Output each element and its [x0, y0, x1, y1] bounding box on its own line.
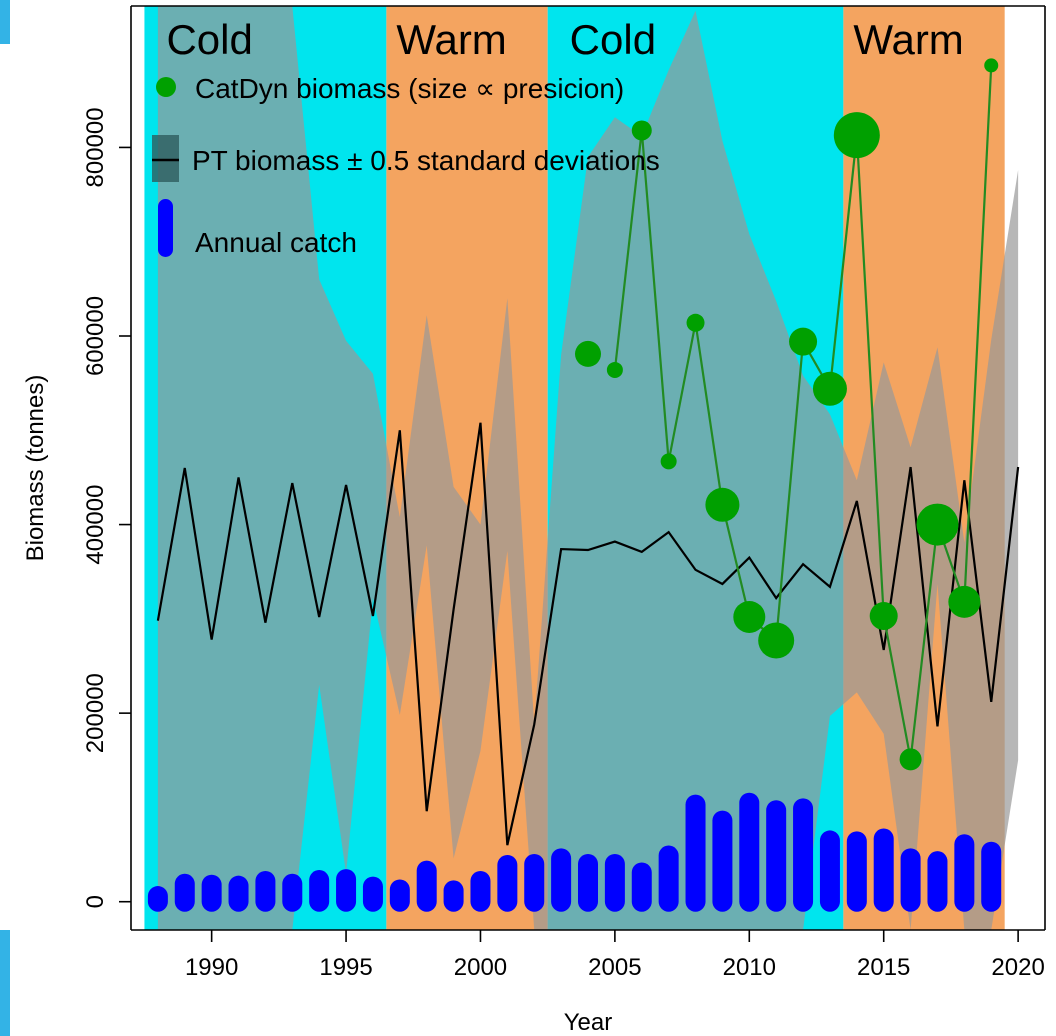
catdyn-point-2008: [686, 313, 705, 332]
catdyn-point-2011: [758, 622, 795, 659]
catch-bar-2016: [900, 848, 921, 912]
catch-bar-2015: [873, 828, 894, 912]
y-tick-label-200000: 200000: [82, 673, 109, 753]
axes: 0 200000 400000 600000 800000 1990 1995 2000 200…: [82, 5, 1046, 981]
catch-bar-2001: [497, 854, 518, 912]
catdyn-point-2015: [869, 602, 898, 631]
catch-bar-2010: [739, 792, 760, 912]
legend-catdyn-symbol: [156, 77, 176, 97]
legend-catch-label: Annual catch: [195, 227, 357, 258]
catdyn-point-2004: [575, 340, 601, 367]
pt-biomass-line: [156, 422, 1020, 846]
regime-label-1: Warm: [396, 16, 506, 63]
legend-catdyn-label: CatDyn biomass (size ∝ presicion): [195, 73, 624, 104]
catch-bar-2000: [470, 870, 491, 912]
catdyn-point-2018: [948, 585, 981, 618]
catch-bar-2009: [712, 810, 733, 912]
catch-bar-2014: [846, 831, 867, 912]
legend: CatDyn biomass (size ∝ presicion) PT biom…: [152, 73, 660, 258]
regime-label-3: Warm: [853, 16, 963, 63]
catch-bar-1995: [336, 869, 357, 912]
x-tick-label-2020: 2020: [991, 954, 1044, 981]
legend-pt-label: PT biomass ± 0.5 standard deviations: [192, 145, 660, 176]
catch-bar-2019: [981, 841, 1002, 912]
catch-bar-1991: [228, 875, 249, 912]
catch-bar-2008: [685, 794, 706, 912]
catdyn-point-2019: [984, 58, 999, 73]
x-tick-label-2005: 2005: [588, 954, 641, 981]
catch-bar-1998: [416, 860, 437, 912]
catdyn-point-2007: [660, 453, 677, 470]
catch-bar-1990: [201, 874, 222, 912]
catch-bar-2012: [793, 798, 814, 912]
plot-area: Cold Warm Cold Warm: [144, 6, 1020, 930]
x-tick-label-1995: 1995: [319, 954, 372, 981]
catch-bar-1993: [282, 873, 303, 912]
catch-bar-1988: [147, 886, 168, 912]
legend-catch-symbol: [158, 199, 173, 257]
catch-bar-2011: [766, 800, 787, 912]
y-tick-label-600000: 600000: [82, 296, 109, 376]
y-tick-label-400000: 400000: [82, 485, 109, 565]
catdyn-point-2012: [789, 327, 818, 356]
x-axis-title: Year: [564, 1009, 613, 1036]
y-axis-title: Biomass (tonnes): [22, 375, 49, 562]
x-tick-label-2015: 2015: [857, 954, 910, 981]
window-edge-tab-top: [0, 0, 10, 44]
catch-bar-2013: [819, 830, 840, 912]
catch-bar-1989: [174, 873, 195, 912]
regime-label-0: Cold: [166, 16, 252, 63]
catch-bar-2005: [604, 854, 625, 912]
catch-bar-2002: [524, 854, 545, 912]
catdyn-point-2017: [916, 503, 959, 546]
x-tick-label-2000: 2000: [454, 954, 507, 981]
sd-band: [157, 6, 1019, 930]
catch-bar-1997: [389, 879, 410, 912]
regime-label-2: Cold: [570, 16, 656, 63]
catch-bar-2018: [954, 834, 975, 912]
catch-bar-2004: [578, 854, 598, 912]
catch-bar-2017: [927, 851, 948, 912]
catch-bar-2007: [658, 845, 679, 912]
catdyn-point-2013: [812, 371, 847, 406]
catch-bar-2006: [631, 862, 652, 912]
catdyn-point-2016: [899, 748, 922, 771]
catdyn-point-2010: [733, 600, 766, 633]
catch-bar-1996: [362, 876, 383, 912]
x-tick-label-1990: 1990: [185, 954, 238, 981]
x-tick-label-2010: 2010: [723, 954, 776, 981]
y-tick-label-0: 0: [82, 895, 109, 908]
window-edge-tab-bottom: [0, 930, 10, 1036]
catch-bar-1999: [443, 880, 464, 912]
catdyn-point-2005: [606, 361, 623, 378]
legend-sd-band-symbol: [152, 135, 179, 182]
catch-bar-1992: [255, 870, 276, 912]
catdyn-point-2014: [833, 112, 880, 159]
catch-bar-1994: [309, 870, 330, 912]
catdyn-point-2006: [631, 120, 652, 141]
catdyn-point-2009: [705, 487, 740, 522]
catch-bar-2003: [551, 848, 572, 912]
y-tick-label-800000: 800000: [82, 107, 109, 187]
